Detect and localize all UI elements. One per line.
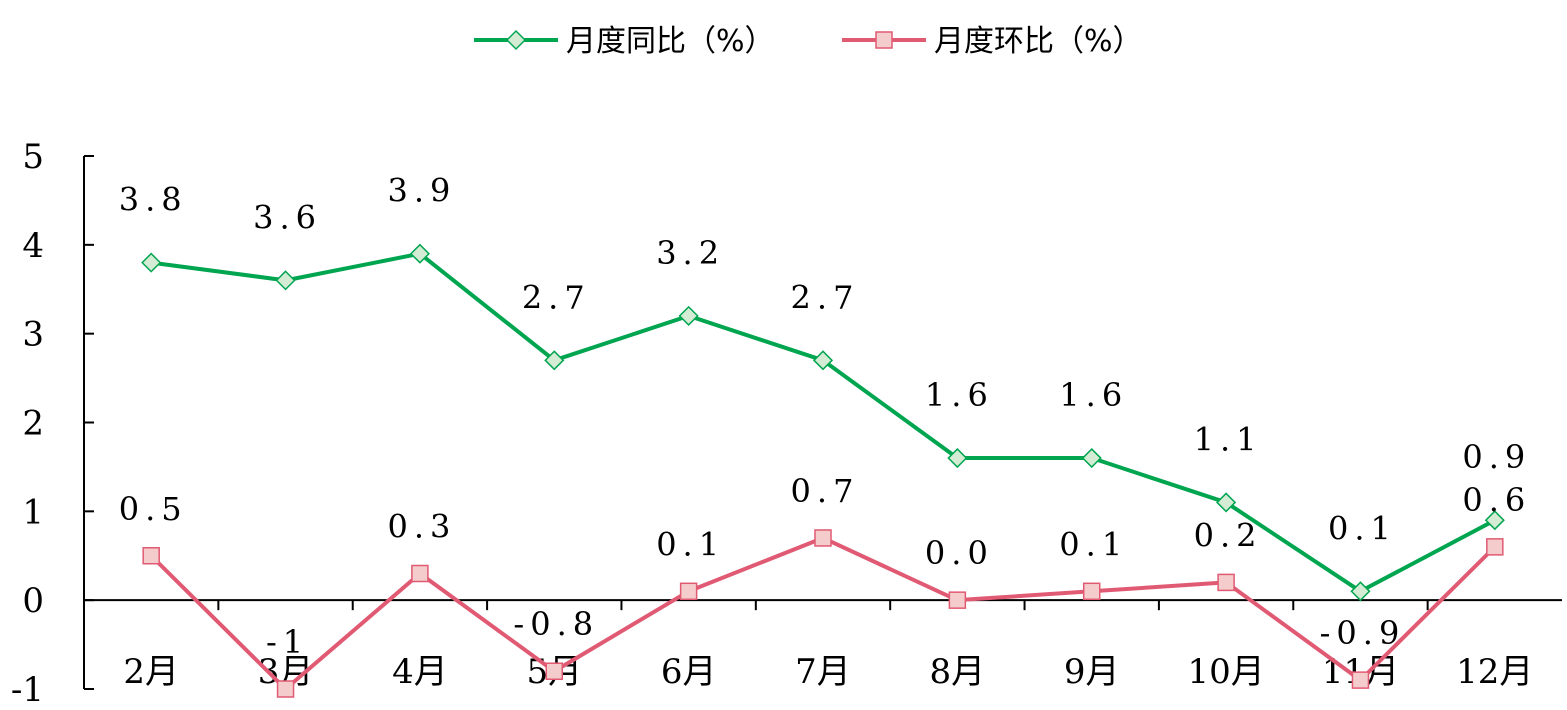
x-tick-label: 7月: [795, 652, 851, 692]
data-point: [814, 529, 832, 547]
data-point: [142, 547, 160, 565]
data-point: [276, 680, 295, 698]
data-label: 0.6: [1462, 481, 1531, 519]
data-label: 2.7: [791, 278, 860, 316]
x-tick-label: 8月: [930, 652, 986, 692]
data-label: 3.8: [119, 181, 188, 219]
data-point: [1486, 538, 1504, 556]
data-point: [948, 591, 967, 609]
data-label: 3.2: [656, 234, 725, 272]
y-tick-label: 2: [22, 404, 44, 444]
data-label: 0.2: [1194, 516, 1263, 554]
legend: 月度同比（%） 月度环比（%）: [474, 24, 1143, 59]
y-tick-label: 0: [22, 581, 44, 621]
data-label: 1.6: [1059, 376, 1128, 414]
data-point: [1217, 573, 1235, 592]
data-label: -1: [266, 623, 309, 661]
data-point: [275, 270, 296, 291]
data-label: 0.1: [1059, 525, 1128, 563]
data-label: -0.8: [513, 605, 599, 643]
data-point: [1081, 447, 1102, 469]
x-tick-label: 10月: [1187, 652, 1264, 692]
y-tick-label: 4: [22, 226, 44, 266]
y-tick-label: -1: [11, 670, 44, 710]
data-point: [1351, 671, 1370, 689]
data-point: [1082, 582, 1101, 601]
data-label: 2.7: [522, 278, 591, 316]
x-tick-label: 6月: [661, 652, 717, 692]
data-point: [545, 662, 564, 680]
legend-marker: [505, 29, 527, 51]
x-tick-label: 4月: [392, 652, 448, 692]
data-point: [679, 582, 698, 601]
series-layer: [141, 243, 1505, 698]
x-tick-label: 9月: [1064, 652, 1120, 692]
data-point: [544, 350, 565, 371]
data-point: [1350, 581, 1371, 602]
data-point: [678, 305, 699, 326]
y-tick-label: 5: [22, 137, 44, 177]
data-label: 0.3: [387, 508, 456, 546]
data-label: 0.1: [656, 525, 725, 563]
data-label: 0.9: [1462, 438, 1531, 476]
data-point: [812, 350, 834, 371]
data-label: -0.9: [1320, 614, 1406, 652]
data-labels: 3.8 3.6 3.9 2.7 3.2 2.7 1.6 1.6 1.1 0.1 0.9 0.5 -1 0.…: [119, 172, 1531, 661]
data-label: 3.6: [253, 198, 322, 236]
data-label: 1.1: [1194, 420, 1263, 458]
data-label: 0.5: [119, 490, 188, 528]
x-tick-label: 2月: [123, 652, 179, 692]
data-label: 1.6: [925, 376, 994, 414]
data-label: 0.1: [1328, 509, 1397, 547]
data-point: [1216, 492, 1237, 513]
data-point: [1484, 510, 1505, 531]
legend-label: 月度同比（%）: [566, 24, 775, 59]
x-tick-label: 12月: [1456, 652, 1533, 692]
y-tick-label: 1: [22, 492, 44, 532]
legend-marker: [875, 31, 893, 49]
data-label: 0.7: [791, 472, 860, 510]
data-label: 3.9: [387, 172, 456, 210]
y-tick-label: 3: [22, 315, 44, 355]
data-point: [947, 447, 968, 469]
data-point: [141, 252, 162, 273]
data-point: [409, 243, 430, 264]
data-label: 0.0: [925, 534, 994, 572]
data-point: [411, 564, 429, 583]
legend-label: 月度环比（%）: [934, 24, 1143, 59]
